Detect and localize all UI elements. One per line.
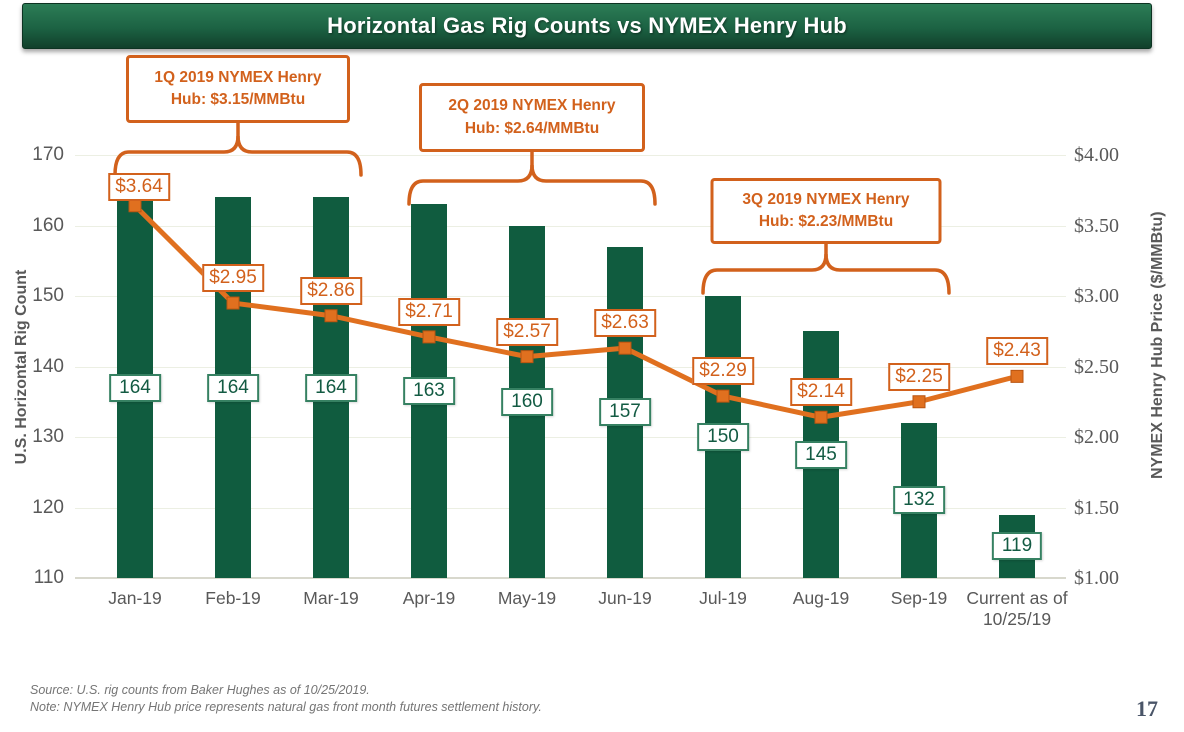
- source-note: Source: U.S. rig counts from Baker Hughe…: [30, 683, 370, 697]
- rig-count-data-label: 150: [697, 423, 749, 451]
- quarter-brace: [407, 164, 657, 206]
- right-axis-tick: $3.50: [1074, 214, 1119, 237]
- price-data-label: $2.71: [398, 297, 460, 326]
- x-axis-label: May-19: [497, 588, 557, 608]
- right-axis-tick: $2.00: [1074, 426, 1119, 448]
- price-data-label: $2.63: [594, 309, 656, 338]
- rig-count-data-label: 164: [109, 373, 161, 402]
- left-axis-tick: 110: [33, 567, 64, 588]
- x-axis-label: Jul-19: [699, 588, 747, 608]
- gridline: [75, 155, 1066, 156]
- price-marker: [912, 395, 926, 409]
- gridline: [75, 577, 1066, 579]
- price-data-label: $2.14: [790, 378, 852, 407]
- callout-text: 2Q 2019 NYMEX Henry: [448, 97, 616, 115]
- price-data-label: $2.95: [202, 264, 264, 293]
- left-axis-tick: 160: [32, 214, 64, 236]
- rig-count-data-label: 160: [501, 387, 553, 416]
- rig-count-data-label: 145: [795, 440, 847, 469]
- price-data-label: $2.86: [300, 276, 362, 305]
- left-axis-tick: 170: [32, 144, 64, 165]
- x-axis-label: Jun-19: [598, 588, 652, 608]
- x-axis-label: Sep-19: [890, 588, 948, 608]
- x-axis-label: Mar-19: [303, 588, 359, 608]
- price-data-label: $2.29: [692, 357, 754, 386]
- right-axis-tick: $4.00: [1074, 144, 1119, 166]
- rig-count-data-label: 163: [403, 377, 455, 406]
- footer-notes: Source: U.S. rig counts from Baker Hughe…: [30, 682, 542, 716]
- price-data-label: $2.25: [888, 362, 950, 391]
- price-data-label: $2.43: [986, 337, 1048, 366]
- x-axis-label: Apr-19: [402, 588, 456, 608]
- x-axis-label: Aug-19: [792, 588, 850, 608]
- footnote: Note: NYMEX Henry Hub price represents n…: [30, 700, 542, 714]
- quarter-brace: [701, 253, 951, 295]
- right-axis-tick: $3.00: [1074, 285, 1119, 307]
- left-axis-tick: 120: [32, 496, 64, 518]
- rig-count-data-label: 164: [207, 373, 259, 402]
- gridline: [75, 437, 1066, 438]
- quarter-callout: 1Q 2019 NYMEX Henry Hub: $3.15/MMBtu: [126, 55, 350, 123]
- callout-text: 1Q 2019 NYMEX Henry: [154, 68, 322, 86]
- x-axis-label: Jan-19: [108, 588, 162, 608]
- price-marker: [1010, 369, 1024, 383]
- title-bar: Horizontal Gas Rig Counts vs NYMEX Henry…: [22, 3, 1152, 49]
- callout-text: Hub: $2.23/MMBtu: [758, 213, 894, 230]
- callout-text: 3Q 2019 NYMEX Henry: [742, 190, 910, 208]
- right-axis-tick: $2.50: [1074, 355, 1119, 378]
- left-axis-tick: 150: [32, 285, 64, 306]
- right-axis-tick: $1.50: [1074, 496, 1119, 519]
- left-axis-tick: 130: [32, 426, 64, 447]
- chart-title: Horizontal Gas Rig Counts vs NYMEX Henry…: [327, 13, 847, 38]
- quarter-callout: 3Q 2019 NYMEX Henry Hub: $2.23/MMBtu: [710, 178, 942, 244]
- rig-count-data-label: 119: [991, 532, 1043, 561]
- x-axis-label: Feb-19: [205, 588, 261, 608]
- rig-count-data-label: 164: [305, 373, 357, 402]
- gridline: [75, 507, 1066, 509]
- quarter-callout: 2Q 2019 NYMEX Henry Hub: $2.64/MMBtu: [419, 83, 645, 152]
- rig-count-data-label: 132: [893, 486, 945, 515]
- price-data-label: $2.57: [496, 317, 558, 346]
- callout-text: Hub: $2.64/MMBtu: [464, 119, 600, 137]
- x-axis-label: Current as of 10/25/19: [966, 588, 1068, 629]
- right-axis-tick: $1.00: [1074, 567, 1119, 589]
- callout-text: Hub: $3.15/MMBtu: [170, 91, 306, 108]
- rig-count-data-label: 157: [599, 398, 651, 427]
- left-axis-tick: 140: [32, 355, 64, 377]
- page-number: 17: [1136, 696, 1158, 721]
- price-data-label: $3.64: [108, 172, 170, 201]
